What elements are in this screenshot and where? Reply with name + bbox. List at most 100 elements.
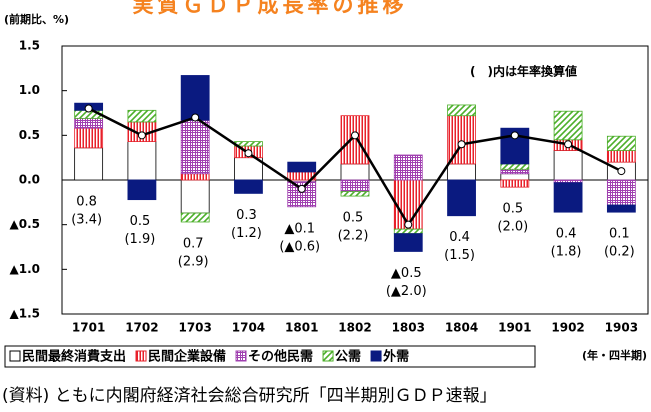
total-marker (84, 104, 93, 113)
bar-segment (553, 182, 583, 213)
value-label: ▲0.1 (284, 221, 315, 236)
x-tick-label: 1703 (178, 321, 211, 335)
value-label: ▲0.5 (391, 266, 422, 281)
bar-segment (127, 179, 157, 201)
bar-segment (74, 147, 104, 181)
bar-segment (447, 104, 476, 117)
x-tick-label: 1803 (392, 321, 425, 335)
x-tick-label: 1702 (125, 321, 158, 335)
source: (資料) ともに内閣府経済社会総合研究所「四半期別ＧＤＰ速報」 (2, 386, 497, 406)
total-marker (137, 131, 146, 140)
bar-segment (74, 127, 104, 149)
x-tick-label: 1801 (285, 321, 318, 335)
x-tick-label: 1902 (551, 321, 584, 335)
bar-segment (553, 110, 583, 141)
bar-segment (287, 161, 317, 173)
y-tick-label: ▲0.5 (10, 217, 41, 231)
total-marker (564, 140, 573, 149)
legend-label: 公需 (335, 350, 361, 365)
bar-segment (500, 163, 530, 170)
total-marker (191, 113, 200, 122)
bar-segment (74, 117, 104, 129)
bar-segment (180, 75, 210, 121)
bar-segment (447, 115, 476, 165)
legend-swatch (135, 350, 147, 362)
bar-segment (340, 163, 370, 181)
annualized-label: (1.9) (124, 232, 155, 247)
value-label: 0.7 (183, 236, 204, 251)
value-label: 0.8 (76, 195, 97, 210)
annualized-label: (0.2) (604, 245, 635, 260)
note: ( )内は年率換算値 (470, 64, 577, 79)
legend-swatch (322, 350, 334, 362)
bar-segment (553, 179, 583, 184)
value-label: 0.5 (502, 202, 523, 217)
bar-segment (393, 233, 423, 252)
legend-label: 民間最終消費支出 (22, 349, 126, 365)
legend-swatch (235, 350, 247, 362)
x-tick-label: 1804 (445, 321, 478, 335)
value-label: 0.1 (609, 227, 630, 242)
legend-swatch (9, 350, 21, 362)
value-label: 0.3 (236, 208, 257, 223)
annualized-label: (▲0.6) (279, 239, 320, 254)
bar-segment (234, 179, 263, 194)
y-tick-label: 1.5 (19, 39, 40, 53)
y-tick-label: ▲1.5 (10, 307, 41, 321)
bar-segment (287, 181, 317, 208)
x-tick-label: 1701 (72, 321, 105, 335)
y-tick-label: ▲1.0 (10, 262, 41, 276)
value-label: 0.5 (130, 214, 151, 229)
bar-segment (606, 150, 636, 163)
x-tick-label: 1802 (338, 321, 371, 335)
bar-segment (500, 168, 530, 175)
chart-title: 実質ＧＤＰ成長率の推移 (133, 0, 408, 17)
annualized-label: (1.8) (551, 245, 582, 260)
bar-segment (500, 179, 530, 188)
legend-swatch (370, 350, 382, 362)
x-tick-label: 1901 (498, 321, 531, 335)
annualized-label: (2.9) (178, 254, 209, 269)
bar-segment (447, 179, 476, 217)
bar-segment (553, 150, 583, 181)
bar-segment (180, 212, 210, 223)
bar-segment (500, 173, 530, 181)
y-tick-label: 0.0 (19, 173, 40, 187)
bar-segment (340, 191, 370, 197)
x-tick-label: 1704 (232, 321, 265, 335)
y-axis-label: (前期比、%) (4, 12, 69, 26)
total-marker (297, 184, 306, 193)
bar-segment (340, 115, 370, 165)
annualized-label: (1.5) (444, 248, 475, 263)
bar-segment (606, 204, 636, 213)
legend-label: 民間企業設備 (148, 349, 226, 365)
y-tick-label: 1.0 (19, 83, 40, 97)
annualized-label: (2.0) (497, 220, 528, 235)
legend-label: 外需 (382, 349, 409, 365)
value-label: 0.5 (343, 211, 364, 226)
total-marker (617, 167, 626, 176)
value-label: 0.4 (449, 230, 470, 245)
y-tick-label: 0.5 (19, 128, 40, 142)
bar-segment (393, 228, 423, 234)
bar-segment (393, 154, 423, 181)
legend-label: その他民需 (248, 349, 313, 365)
total-marker (244, 149, 253, 158)
annualized-label: (3.4) (71, 213, 102, 228)
bar-segment (340, 179, 370, 193)
annualized-label: (2.2) (338, 229, 369, 244)
annualized-label: (1.2) (231, 226, 262, 241)
total-marker (457, 140, 466, 149)
bar-segment (447, 163, 476, 181)
x-tick-label: 1903 (605, 321, 638, 335)
bar-segment (127, 109, 157, 123)
total-marker (404, 220, 413, 229)
legend-box (4, 345, 536, 368)
bar-segment (606, 179, 636, 206)
x-axis-label: (年・四半期) (582, 348, 647, 362)
annualized-label: (▲2.0) (386, 284, 427, 299)
total-marker (351, 131, 359, 140)
bar-segment (180, 119, 210, 175)
total-marker (510, 131, 519, 140)
